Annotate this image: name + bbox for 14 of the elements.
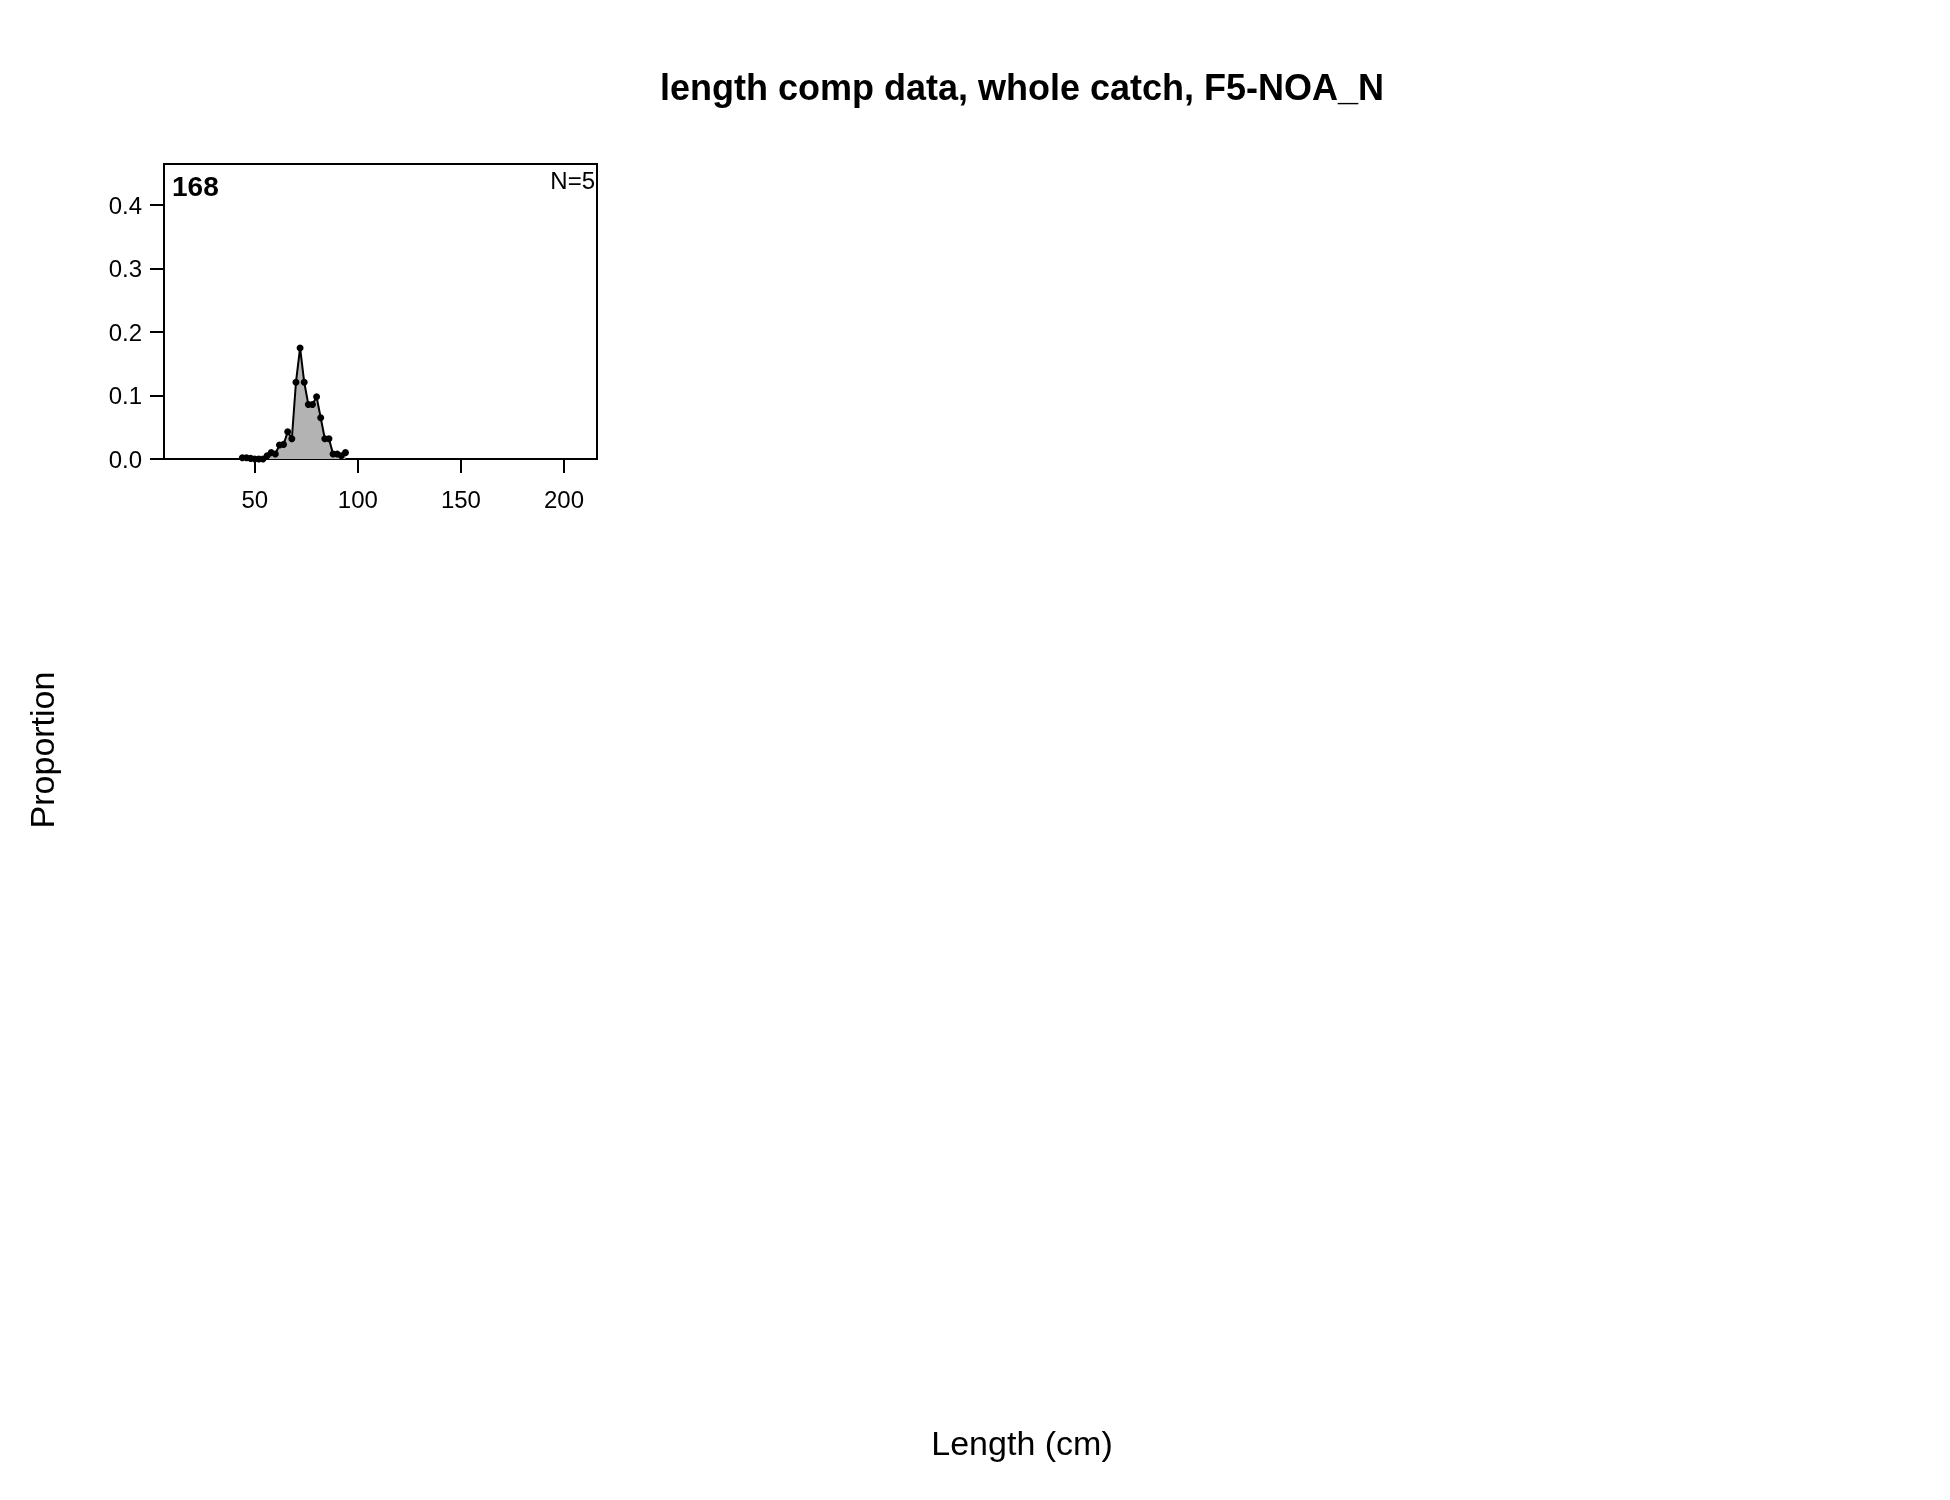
y-tick-label: 0.0 (108, 445, 142, 473)
text: length comp data, whole catch, F5-NOA_N (659, 66, 1385, 108)
x-tick-label: 150 (440, 485, 481, 513)
annotation: 168 (172, 170, 219, 202)
text: Length (cm) (931, 1424, 1113, 1462)
y-tick-label: 0.1 (108, 382, 142, 410)
x-tick-label: 200 (543, 485, 585, 513)
x-tick-label: 50 (241, 485, 269, 513)
y-tick-label: 0.3 (108, 255, 142, 283)
y-tick-label: 0.2 (108, 318, 142, 346)
y-tick-label: 0.4 (108, 191, 142, 219)
annotation: N=5 (550, 166, 596, 194)
x-tick-label: 100 (337, 485, 378, 513)
text: Proportion (23, 671, 61, 829)
